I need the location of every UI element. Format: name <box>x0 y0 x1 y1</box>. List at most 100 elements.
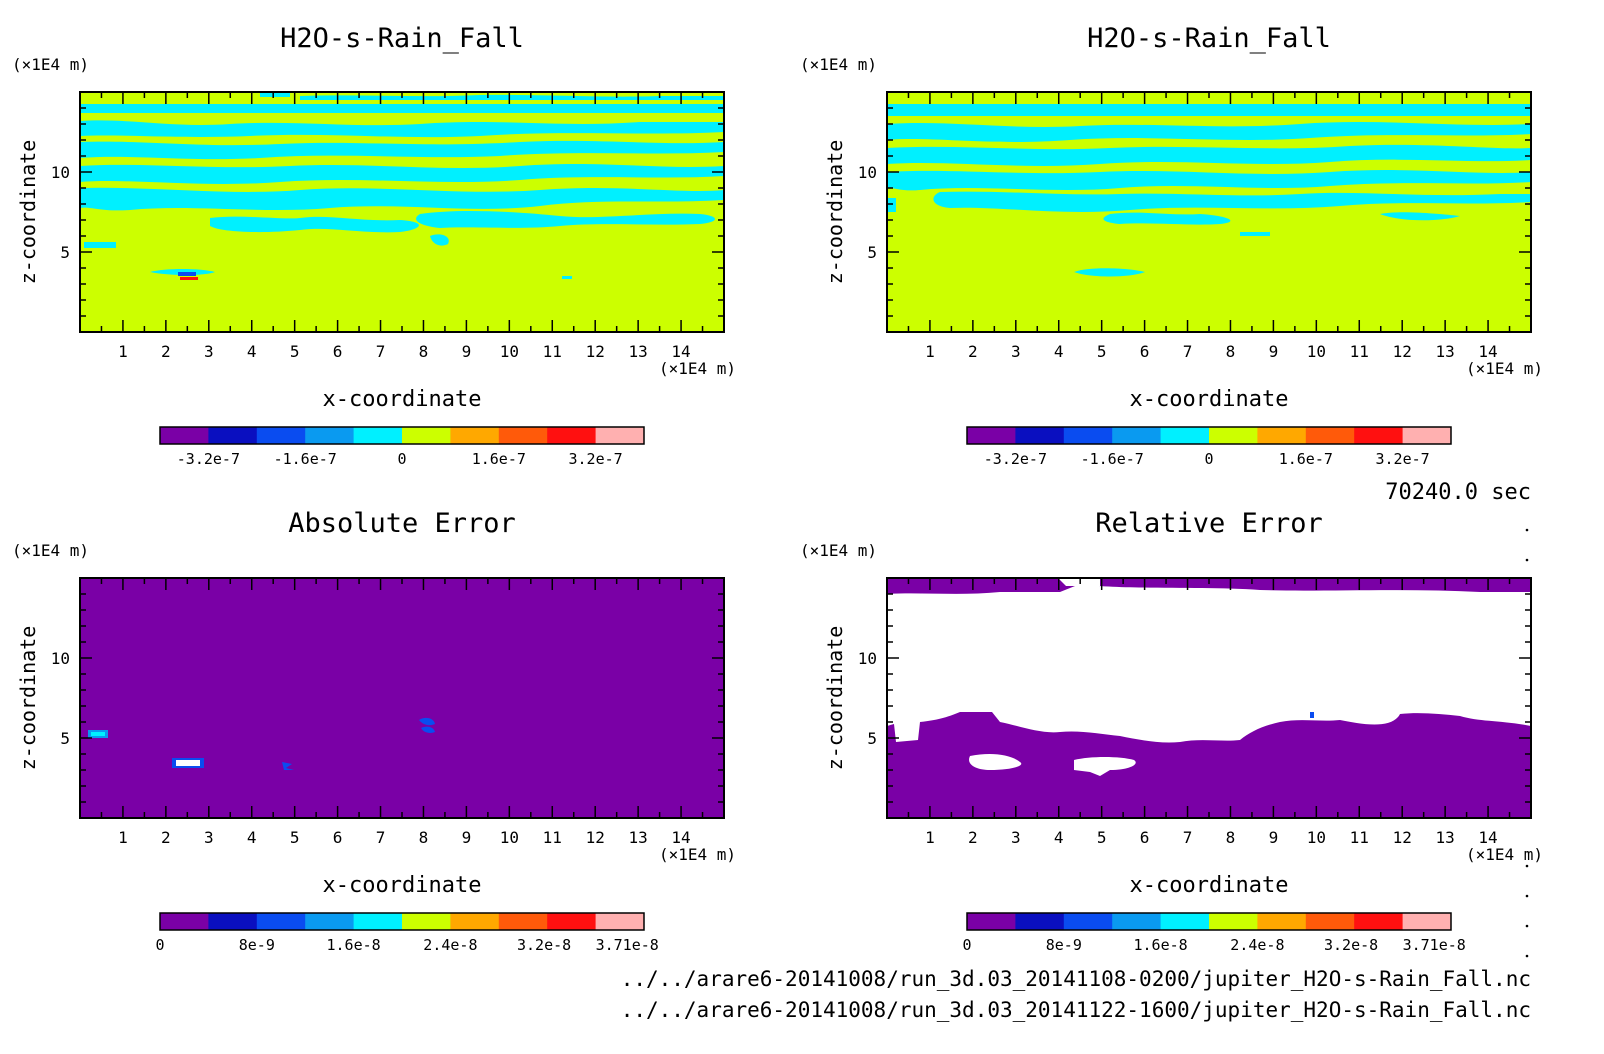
colorbar-label: 0 <box>155 936 164 954</box>
colorbar-swatch <box>547 913 597 930</box>
colorbar-frame <box>159 426 645 445</box>
colorbar-label: 1.6e-7 <box>472 450 526 468</box>
file-path-2: ../../arare6-20141008/run_3d.03_20141122… <box>621 998 1531 1022</box>
colorbar-label: 1.6e-7 <box>1279 450 1333 468</box>
y-tick-label: 5 <box>867 729 877 748</box>
colorbar-swatch <box>1402 427 1452 444</box>
colorbar-swatch <box>1112 913 1162 930</box>
colorbar-label: -1.6e-7 <box>1081 450 1144 468</box>
y-tick-label: 10 <box>858 163 877 182</box>
edge-dots <box>1525 528 1529 958</box>
x-tick-label: 8 <box>419 828 429 847</box>
colorbar: -3.2e-7 -1.6e-7 0 1.6e-7 3.2e-7 <box>159 426 645 468</box>
x-tick-label: 11 <box>1350 828 1369 847</box>
x-tick-label: 6 <box>1140 828 1150 847</box>
x-tick-label: 13 <box>629 828 648 847</box>
x-tick-label: 2 <box>161 342 171 361</box>
x-tick-label: 3 <box>1011 342 1021 361</box>
x-axis-label: x-coordinate <box>1130 873 1289 898</box>
x-tick-label: 8 <box>419 342 429 361</box>
colorbar-swatch <box>256 913 306 930</box>
colorbar-swatch <box>208 427 258 444</box>
panel-title: H2O-s-Rain_Fall <box>1087 23 1331 54</box>
y-axis-label: z-coordinate <box>16 140 40 285</box>
y-tick-label: 5 <box>60 729 70 748</box>
panel-title: Absolute Error <box>288 508 516 539</box>
x-tick-label: 6 <box>1140 342 1150 361</box>
x-tick-label: 11 <box>543 828 562 847</box>
colorbar-swatch <box>498 913 548 930</box>
x-tick-label: 10 <box>1307 342 1326 361</box>
x-tick-label: 14 <box>1478 342 1497 361</box>
colorbar-swatch <box>1305 913 1355 930</box>
x-tick-label: 5 <box>1097 828 1107 847</box>
colorbar-swatch <box>1160 427 1210 444</box>
y-tick-label: 5 <box>60 243 70 262</box>
colorbar-swatch <box>305 427 355 444</box>
x-tick-label: 9 <box>462 828 472 847</box>
colorbar-swatch <box>1257 427 1307 444</box>
y-tick-label: 10 <box>51 649 70 668</box>
x-tick-label: 12 <box>586 342 605 361</box>
colorbar-label: 3.71e-8 <box>596 936 659 954</box>
heatmap-field <box>887 92 1531 332</box>
x-tick-label: 5 <box>1097 342 1107 361</box>
panel-title: H2O-s-Rain_Fall <box>280 23 524 54</box>
colorbar-swatch <box>1305 427 1355 444</box>
x-tick-label: 1 <box>118 342 128 361</box>
x-tick-label: 13 <box>629 342 648 361</box>
colorbar-label: -3.2e-7 <box>177 450 240 468</box>
y-unit-label: (×1E4 m) <box>800 541 877 560</box>
colorbar-label: -1.6e-7 <box>274 450 337 468</box>
colorbar: -3.2e-7 -1.6e-7 0 1.6e-7 3.2e-7 <box>966 426 1452 468</box>
colorbar-swatch <box>160 427 209 444</box>
colorbar-swatch <box>1112 427 1162 444</box>
x-tick-label: 6 <box>333 342 343 361</box>
x-tick-label: 14 <box>671 342 690 361</box>
colorbar-label: 0 <box>962 936 971 954</box>
x-tick-label: 9 <box>1269 828 1279 847</box>
colorbar-swatch <box>595 427 645 444</box>
colorbar-swatch <box>1257 913 1307 930</box>
x-unit-label: (×1E4 m) <box>659 359 736 378</box>
x-axis-label: x-coordinate <box>323 873 482 898</box>
x-tick-label: 7 <box>1183 828 1193 847</box>
colorbar-label: 3.71e-8 <box>1403 936 1466 954</box>
x-tick-label: 7 <box>1183 342 1193 361</box>
colorbar-label: 8e-9 <box>1046 936 1082 954</box>
colorbar-swatch <box>547 427 597 444</box>
x-tick-label: 4 <box>247 342 257 361</box>
heatmap-field <box>80 92 724 332</box>
x-tick-label: 12 <box>586 828 605 847</box>
colorbar-frame <box>966 912 1452 931</box>
x-axis-label: x-coordinate <box>323 387 482 412</box>
x-tick-label: 1 <box>925 342 935 361</box>
file-path-1: ../../arare6-20141008/run_3d.03_20141108… <box>621 967 1531 991</box>
colorbar-label: 0 <box>397 450 406 468</box>
panel-top-right: H2O-s-Rain_Fall (×1E4 m) 1 2 3 4 5 6 7 8 9 10 11 12… <box>800 23 1543 468</box>
colorbar-swatch <box>160 913 209 930</box>
panel-top-left: H2O-s-Rain_Fall (×1E4 m) 1 2 3 4 5 6 7 8 9 10 11 12… <box>12 23 736 468</box>
x-tick-label: 8 <box>1226 342 1236 361</box>
y-unit-label: (×1E4 m) <box>12 55 89 74</box>
x-tick-label: 14 <box>671 828 690 847</box>
heatmap-field <box>80 578 724 818</box>
colorbar: 0 8e-9 1.6e-8 2.4e-8 3.2e-8 3.71e-8 <box>155 912 659 954</box>
x-unit-label: (×1E4 m) <box>659 845 736 864</box>
panel-bottom-right: Relative Error (×1E4 m) 1 2 3 4 5 6 7 8 9 10 11 12 1… <box>800 508 1543 954</box>
colorbar-swatch <box>967 427 1016 444</box>
x-tick-label: 3 <box>204 342 214 361</box>
colorbar-swatch <box>1160 913 1210 930</box>
colorbar-swatch <box>1402 913 1452 930</box>
colorbar-label: 8e-9 <box>239 936 275 954</box>
x-tick-label: 14 <box>1478 828 1497 847</box>
y-axis-label: z-coordinate <box>823 626 847 771</box>
x-tick-label: 10 <box>500 342 519 361</box>
x-tick-label: 2 <box>161 828 171 847</box>
colorbar-label: 0 <box>1204 450 1213 468</box>
x-tick-label: 2 <box>968 342 978 361</box>
colorbar-label: 3.2e-8 <box>1324 936 1378 954</box>
